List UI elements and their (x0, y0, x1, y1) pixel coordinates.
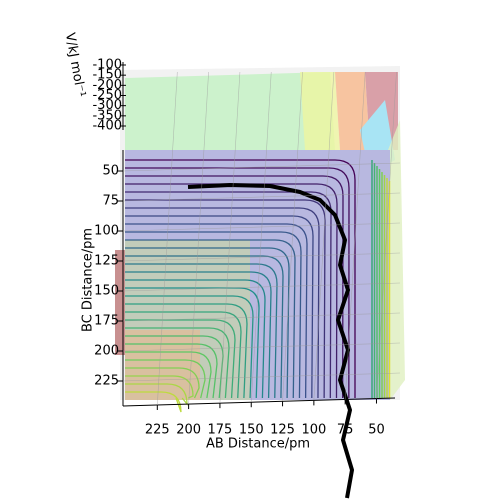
x-tick-label: 75 (337, 423, 354, 438)
contour (125, 263, 278, 399)
x-tick-label: 225 (145, 423, 170, 438)
contour (125, 247, 290, 399)
y-grid-line (122, 282, 401, 292)
z-tick-label: -150 (92, 68, 122, 83)
y-axis-label: BC Distance/pm (81, 228, 96, 332)
contour (125, 367, 200, 399)
contour (125, 215, 314, 399)
x-tick-label: 50 (368, 423, 385, 438)
z-axis-label: V/kJ mol⁻¹ (62, 32, 88, 99)
contour (125, 279, 266, 399)
contour (125, 231, 302, 399)
y-tick-label: 175 (94, 314, 119, 329)
contour (125, 183, 338, 399)
y-grid-line (122, 342, 401, 352)
contour (125, 207, 320, 399)
x-grid-line (344, 71, 366, 400)
x-axis-label: AB Distance/pm (206, 437, 310, 452)
contour (125, 351, 212, 399)
contour (125, 167, 350, 399)
contour (125, 359, 206, 399)
contour (125, 239, 296, 399)
y-tick-label: 200 (94, 344, 119, 359)
x-tick-label: 175 (208, 423, 233, 438)
y-tick-label: 150 (94, 284, 119, 299)
contour-lines (125, 159, 391, 413)
x-tick-label: 200 (176, 423, 201, 438)
contour (125, 303, 248, 399)
y-tick-label: 125 (94, 254, 119, 269)
y-tick-label: 50 (102, 164, 119, 179)
contour (125, 175, 344, 399)
x-grid-line (157, 71, 178, 406)
trajectory (187, 183, 354, 499)
x-tick-label: 150 (239, 423, 264, 438)
contour (125, 391, 182, 413)
contour (125, 343, 218, 399)
x-tick-label: 125 (270, 423, 295, 438)
y-tick-label: 225 (94, 374, 119, 389)
y-grid-line (122, 192, 401, 202)
z-tick-label: -300 (92, 98, 122, 113)
y-tick-label: 100 (94, 224, 119, 239)
y-grid-line (122, 162, 401, 172)
contour (125, 255, 284, 399)
contour (125, 271, 272, 399)
contour (125, 159, 356, 398)
x-grid-line (376, 71, 397, 399)
contour (125, 375, 194, 399)
y-grid-line (122, 372, 401, 382)
y-grid-line (122, 312, 401, 322)
y-grid-line (122, 222, 401, 232)
z-tick-label: -350 (92, 108, 122, 123)
z-tick-label: -400 (92, 119, 122, 134)
x-tick-label: 100 (301, 423, 326, 438)
z-tick-label: -100 (92, 58, 122, 73)
contour (125, 295, 254, 399)
y-tick-label: 75 (102, 194, 119, 209)
z-tick-label: -200 (92, 78, 122, 93)
contour (125, 319, 236, 399)
contour (125, 311, 242, 399)
y-grid-line (122, 252, 401, 262)
contour (125, 223, 308, 399)
contour (125, 287, 260, 399)
z-tick-label: -250 (92, 88, 122, 103)
